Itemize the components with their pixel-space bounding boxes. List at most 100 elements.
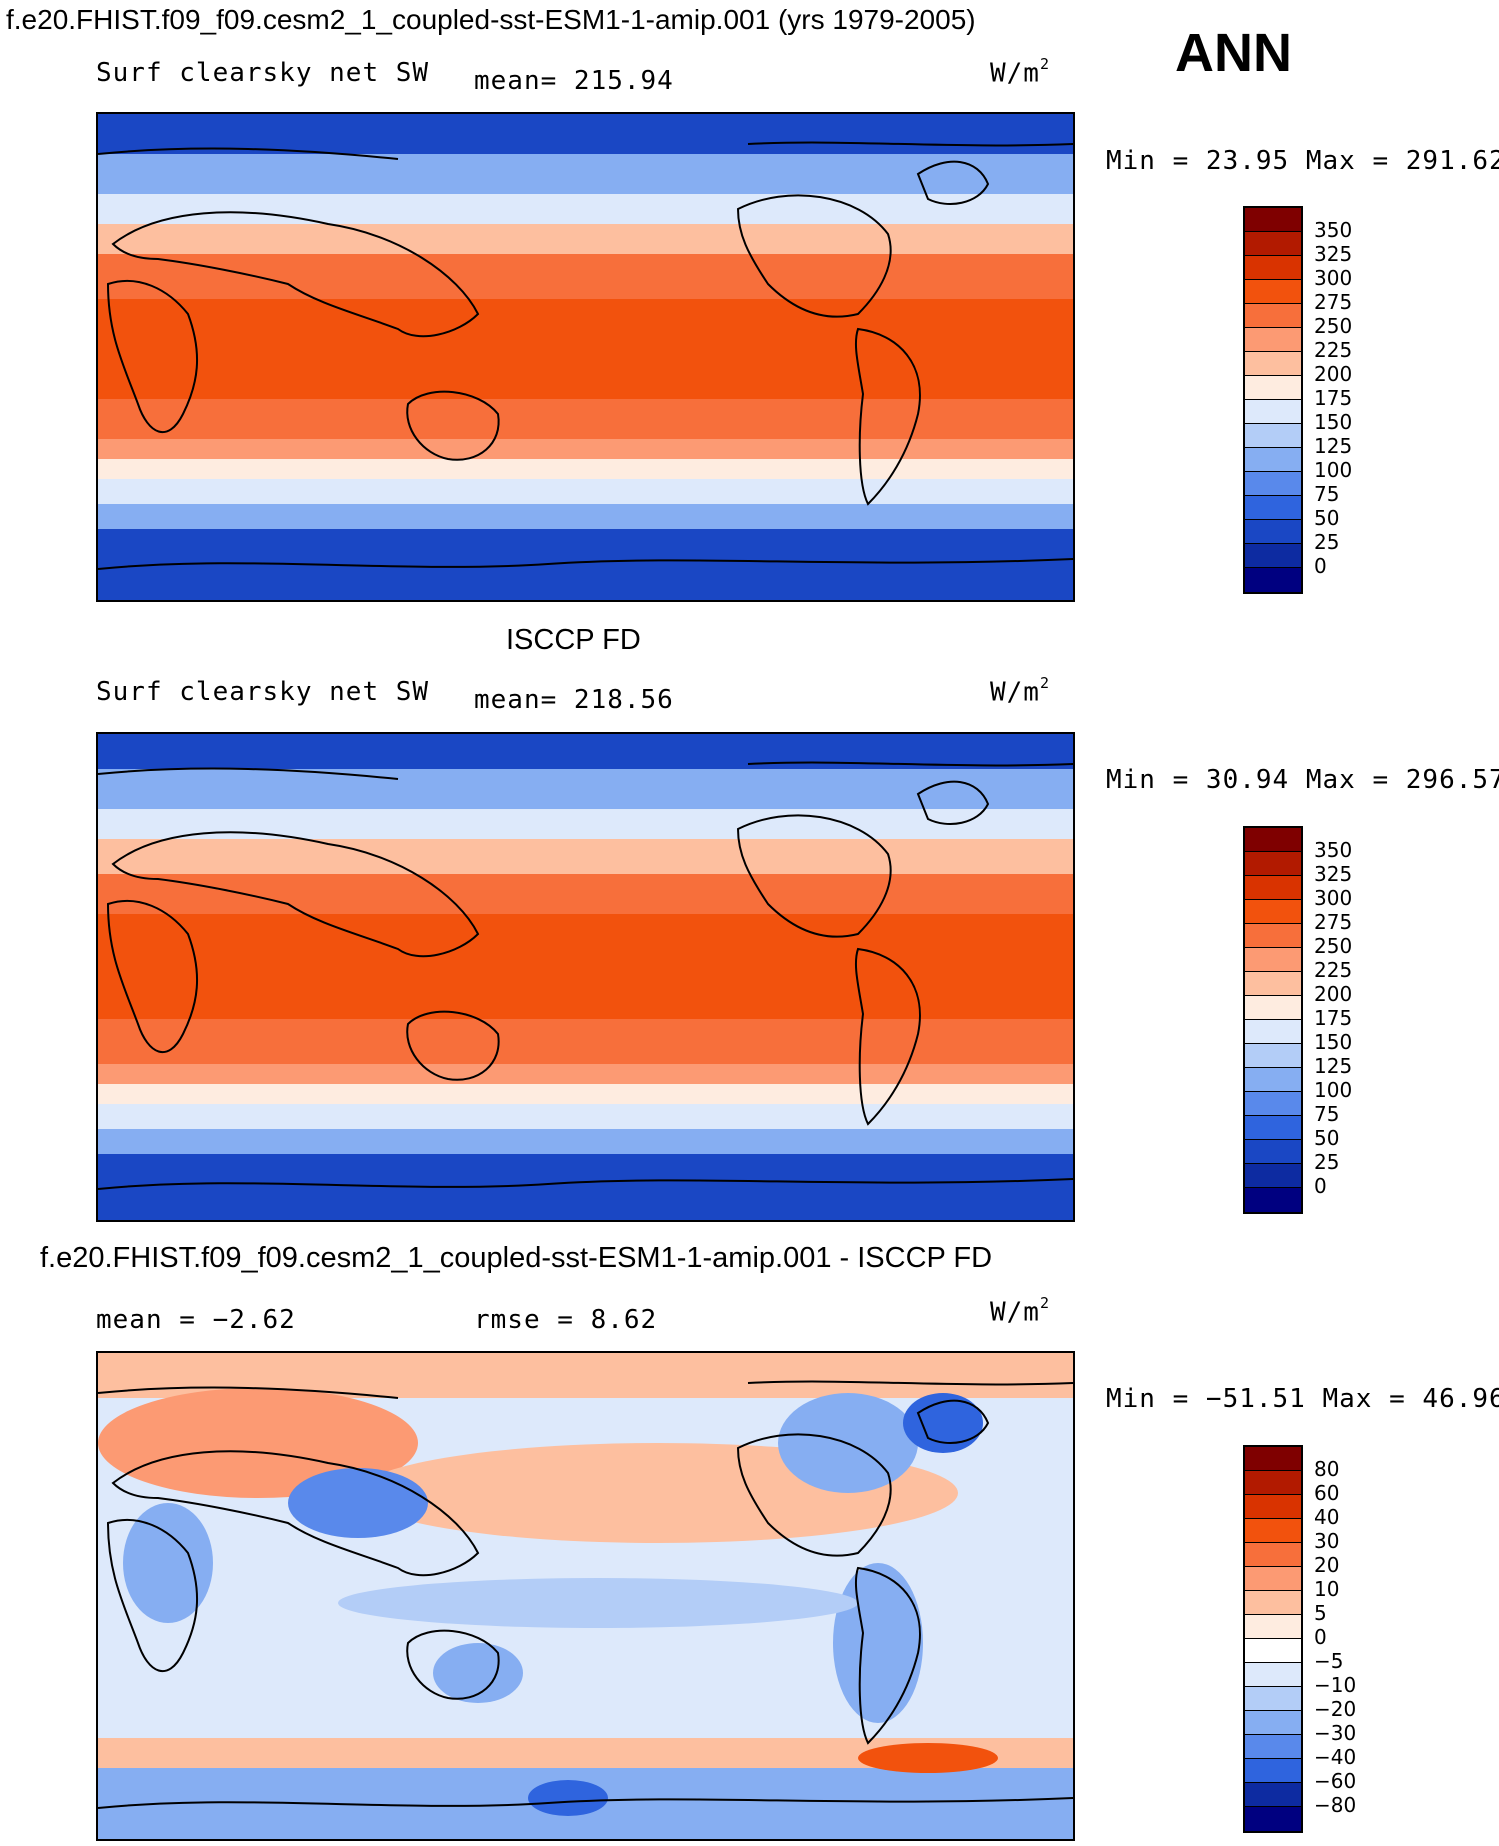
- colorbar-tick-label: 175: [1314, 1006, 1353, 1030]
- colorbar-segment: [1245, 1092, 1301, 1116]
- colorbar-tick-label: 10: [1314, 1577, 1340, 1601]
- colorbar-segment: [1245, 1783, 1301, 1807]
- colorbar-segment: [1245, 232, 1301, 256]
- colorbar-tick-label: −5: [1314, 1649, 1344, 1673]
- colorbar-segment: [1245, 852, 1301, 876]
- colorbar-segment: [1245, 1495, 1301, 1519]
- panel-obs-units: W/m2: [990, 674, 1050, 708]
- figure-title: f.e20.FHIST.f09_f09.cesm2_1_coupled-sst-…: [6, 4, 976, 35]
- colorbar-segment: [1245, 828, 1301, 852]
- colorbar-tick-label: 150: [1314, 1030, 1353, 1054]
- colorbar-tick-label: −20: [1314, 1697, 1357, 1721]
- colorbar-segment: [1245, 1543, 1301, 1567]
- colorbar-tick-label: 250: [1314, 934, 1353, 958]
- colorbar-segment: [1245, 544, 1301, 568]
- colorbar-tick-label: 0: [1314, 1174, 1327, 1198]
- panel-model-mean-label: mean= 215.94: [474, 66, 674, 96]
- colorbar-tick-label: 75: [1314, 1102, 1340, 1126]
- panel-obs-colorbar: [1243, 826, 1303, 1214]
- colorbar-segment: [1245, 876, 1301, 900]
- panel-diff-colorbar: [1243, 1445, 1303, 1833]
- panel-model-units: W/m2: [990, 55, 1050, 89]
- colorbar-tick-label: 5: [1314, 1601, 1327, 1625]
- colorbar-segment: [1245, 1068, 1301, 1092]
- colorbar-segment: [1245, 1807, 1301, 1831]
- colorbar-segment: [1245, 472, 1301, 496]
- colorbar-tick-label: 80: [1314, 1457, 1340, 1481]
- colorbar-tick-label: 175: [1314, 386, 1353, 410]
- colorbar-tick-label: −80: [1314, 1793, 1357, 1817]
- colorbar-tick-label: 0: [1314, 554, 1327, 578]
- colorbar-segment: [1245, 1519, 1301, 1543]
- colorbar-tick-label: 25: [1314, 1150, 1340, 1174]
- colorbar-tick-label: 200: [1314, 362, 1353, 386]
- panel-model-variable-label: Surf clearsky net SW: [96, 58, 430, 88]
- colorbar-segment: [1245, 1020, 1301, 1044]
- colorbar-segment: [1245, 1447, 1301, 1471]
- colorbar-segment: [1245, 996, 1301, 1020]
- colorbar-tick-label: 250: [1314, 314, 1353, 338]
- colorbar-segment: [1245, 424, 1301, 448]
- colorbar-segment: [1245, 1567, 1301, 1591]
- colorbar-segment: [1245, 376, 1301, 400]
- panel-model-map: [96, 112, 1075, 602]
- colorbar-tick-label: 40: [1314, 1505, 1340, 1529]
- colorbar-tick-label: 60: [1314, 1481, 1340, 1505]
- colorbar-segment: [1245, 948, 1301, 972]
- colorbar-tick-label: 275: [1314, 290, 1353, 314]
- panel-obs-colorbar-labels: 350 325 300 275 250 225 200 175 150 125 …: [1314, 838, 1352, 1198]
- panel-obs-variable-label: Surf clearsky net SW: [96, 677, 430, 707]
- colorbar-segment: [1245, 280, 1301, 304]
- colorbar-tick-label: 275: [1314, 910, 1353, 934]
- colorbar-tick-label: 75: [1314, 482, 1340, 506]
- colorbar-tick-label: 225: [1314, 958, 1353, 982]
- colorbar-segment: [1245, 1044, 1301, 1068]
- colorbar-segment: [1245, 400, 1301, 424]
- colorbar-tick-label: 100: [1314, 458, 1353, 482]
- colorbar-tick-label: 200: [1314, 982, 1353, 1006]
- colorbar-tick-label: 300: [1314, 266, 1353, 290]
- panel-model-map-svg: [98, 114, 1073, 600]
- colorbar-segment: [1245, 1711, 1301, 1735]
- colorbar-segment: [1245, 568, 1301, 592]
- colorbar-tick-label: 0: [1314, 1625, 1327, 1649]
- panel-obs-minmax: Min = 30.94 Max = 296.57: [1106, 765, 1499, 795]
- colorbar-tick-label: 50: [1314, 1126, 1340, 1150]
- colorbar-segment: [1245, 1615, 1301, 1639]
- season-label: ANN: [1175, 23, 1292, 83]
- colorbar-segment: [1245, 520, 1301, 544]
- panel-diff-colorbar-labels: 80 60 40 30 20 10 5 0 −5 −10 −20 −30 −40…: [1314, 1457, 1356, 1817]
- colorbar-segment: [1245, 208, 1301, 232]
- colorbar-tick-label: 225: [1314, 338, 1353, 362]
- colorbar-segment: [1245, 1639, 1301, 1663]
- colorbar-tick-label: 100: [1314, 1078, 1353, 1102]
- panel-diff-title: f.e20.FHIST.f09_f09.cesm2_1_coupled-sst-…: [40, 1242, 993, 1274]
- colorbar-tick-label: 150: [1314, 410, 1353, 434]
- colorbar-tick-label: 350: [1314, 218, 1353, 242]
- colorbar-segment: [1245, 448, 1301, 472]
- panel-diff-minmax: Min = −51.51 Max = 46.96: [1106, 1384, 1499, 1414]
- panel-diff-units: W/m2: [990, 1294, 1050, 1328]
- colorbar-segment: [1245, 352, 1301, 376]
- panel-diff-mean-label: mean = −2.62: [96, 1305, 296, 1335]
- colorbar-segment: [1245, 972, 1301, 996]
- colorbar-tick-label: 30: [1314, 1529, 1340, 1553]
- panel-diff-map: [96, 1351, 1075, 1841]
- panel-obs-map: [96, 732, 1075, 1222]
- panel-diff-rmse-label: rmse = 8.62: [474, 1305, 658, 1335]
- panel-obs-map-svg: [98, 734, 1073, 1220]
- colorbar-segment: [1245, 1471, 1301, 1495]
- colorbar-tick-label: 350: [1314, 838, 1353, 862]
- colorbar-segment: [1245, 1735, 1301, 1759]
- colorbar-segment: [1245, 1164, 1301, 1188]
- panel-diff-map-svg: [98, 1353, 1073, 1839]
- colorbar-tick-label: −60: [1314, 1769, 1357, 1793]
- colorbar-tick-label: 300: [1314, 886, 1353, 910]
- panel-model-minmax: Min = 23.95 Max = 291.62: [1106, 146, 1499, 176]
- colorbar-segment: [1245, 900, 1301, 924]
- colorbar-segment: [1245, 1116, 1301, 1140]
- colorbar-segment: [1245, 1687, 1301, 1711]
- colorbar-segment: [1245, 1759, 1301, 1783]
- colorbar-tick-label: 20: [1314, 1553, 1340, 1577]
- colorbar-segment: [1245, 304, 1301, 328]
